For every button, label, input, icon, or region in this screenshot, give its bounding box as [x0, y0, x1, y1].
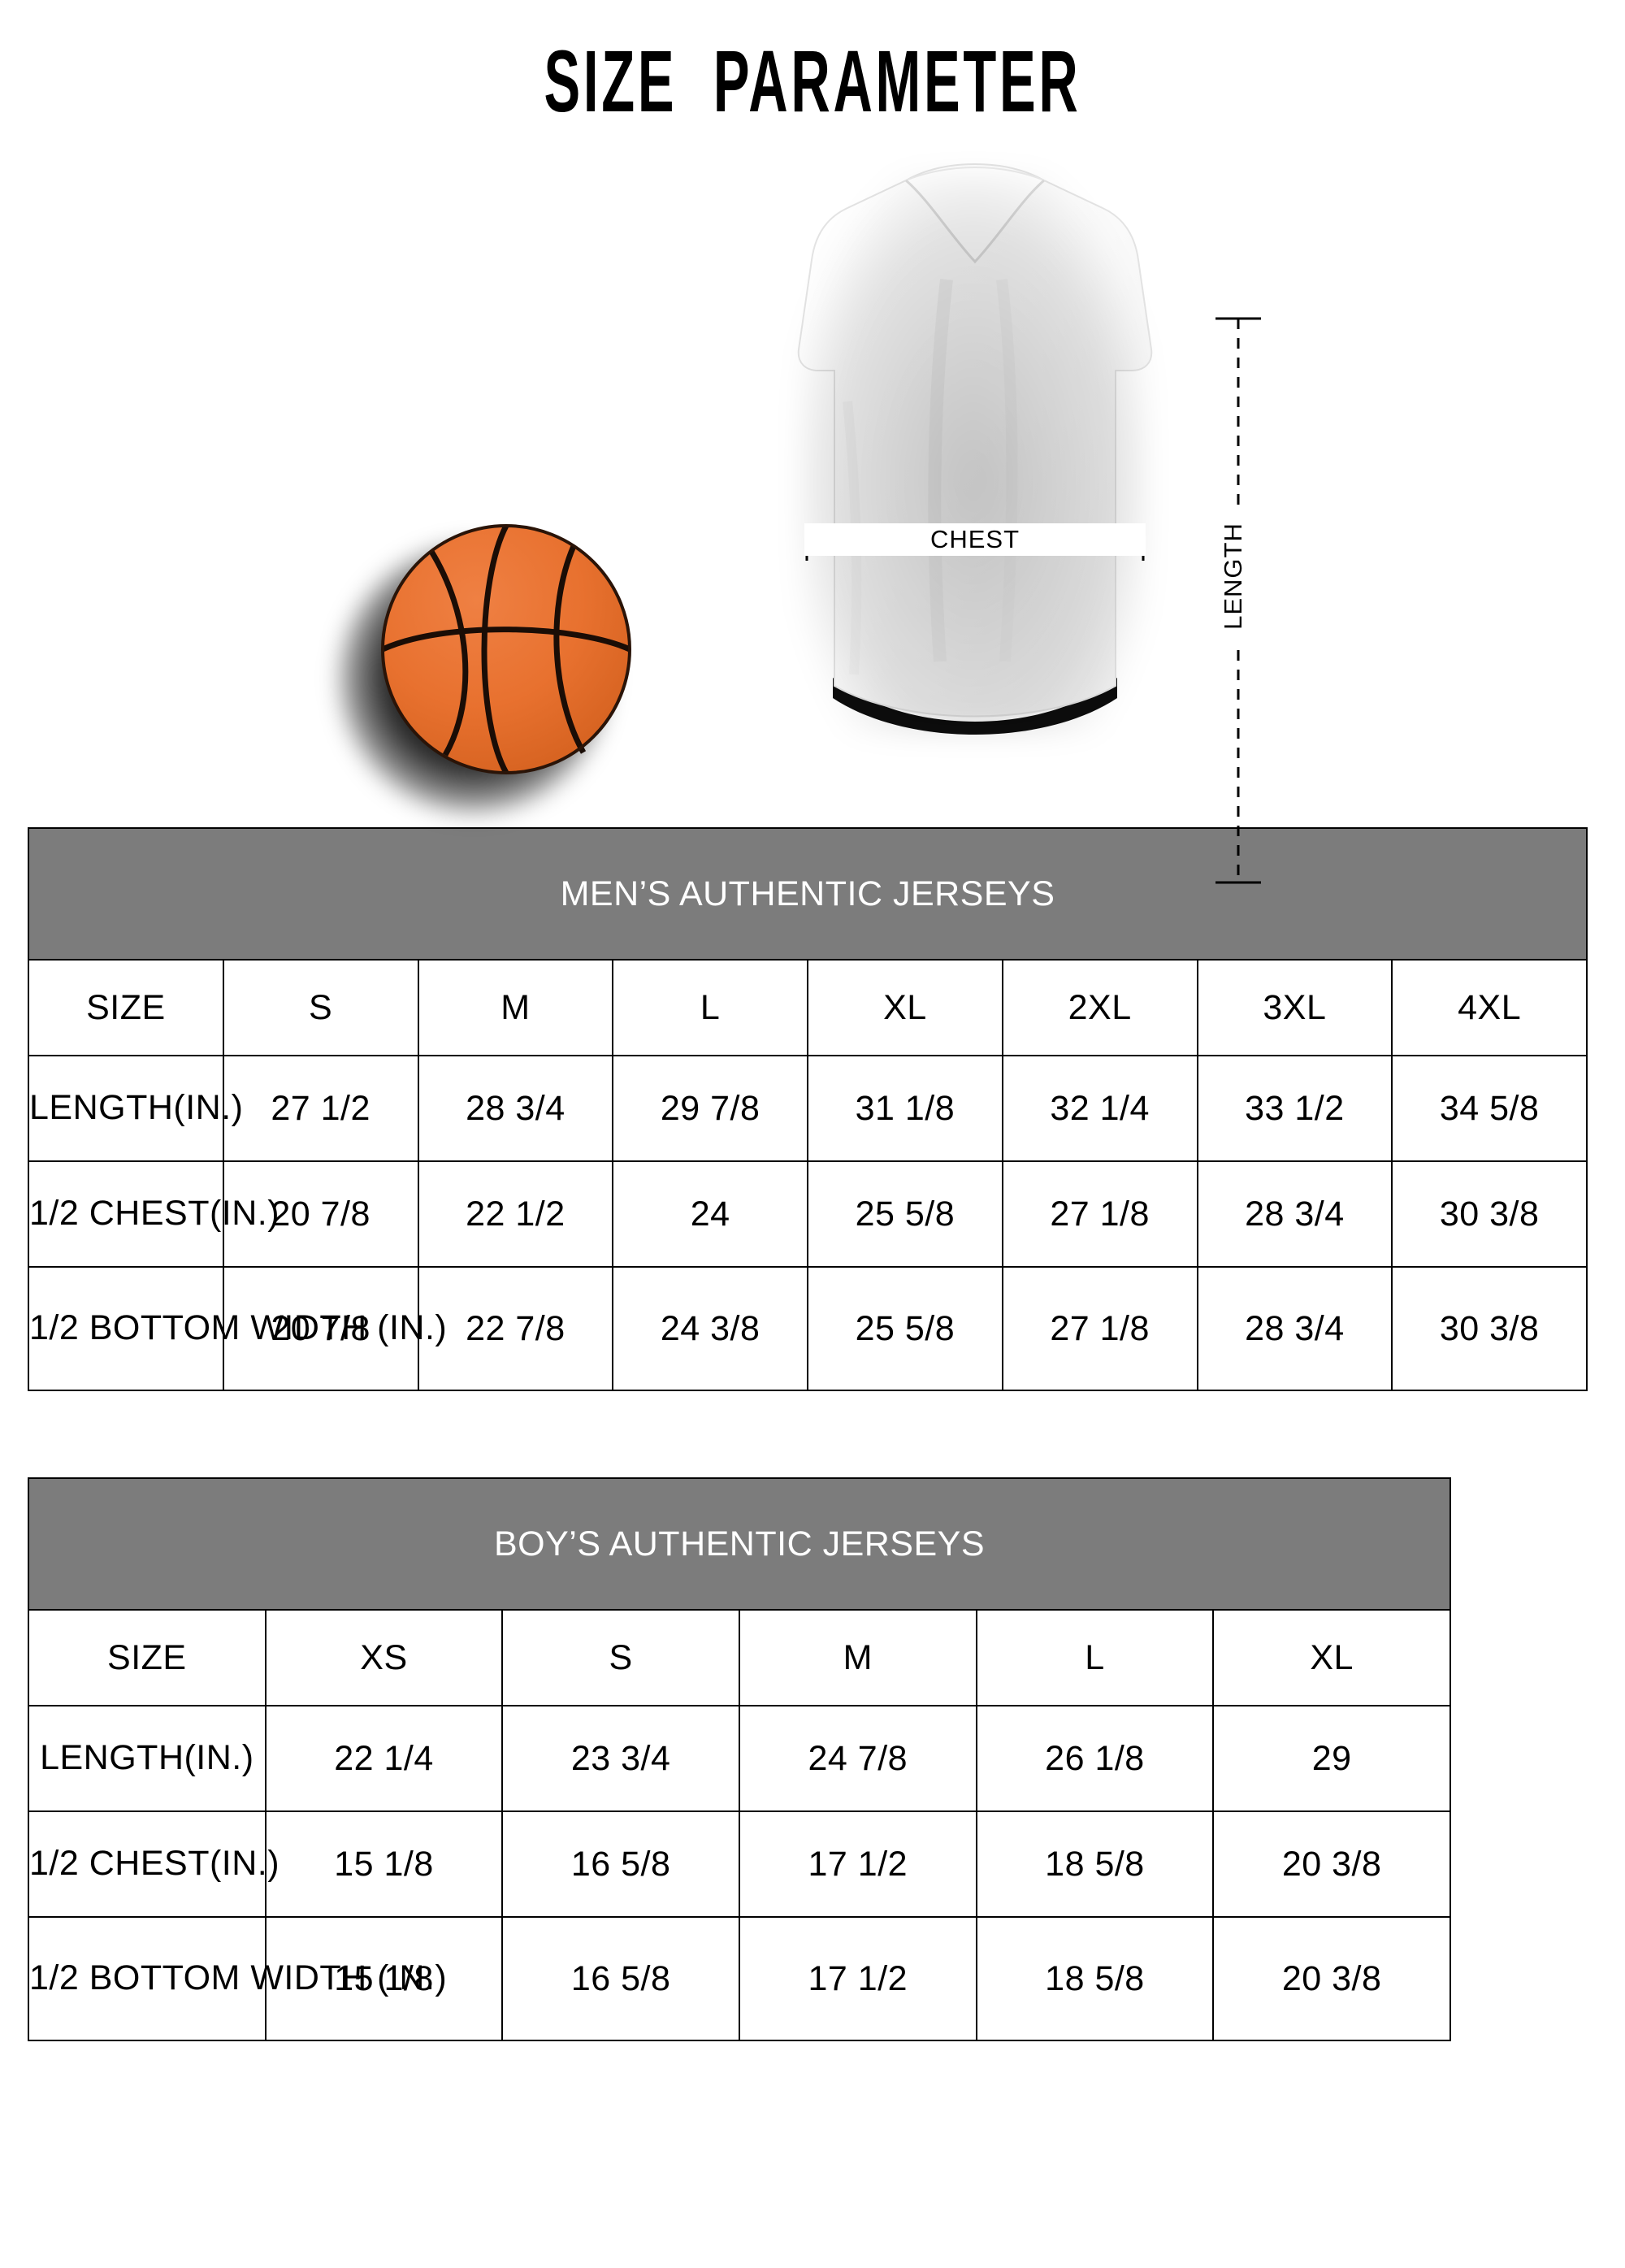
boys-cell-1-1: 16 5/8: [501, 1810, 740, 1918]
mens-cell-0-1: 28 3/4: [417, 1055, 614, 1162]
boys-cell-0-2: 24 7/8: [738, 1705, 977, 1812]
mens-header-cell-7: 4XL: [1391, 959, 1588, 1056]
mens-table-banner: MEN’S AUTHENTIC JERSEYS: [28, 827, 1588, 961]
mens-cell-2-4: 27 1/8: [1001, 1266, 1198, 1391]
table-row: 1/2 CHEST(IN.) 15 1/8 16 5/8 17 1/2 18 5…: [28, 1810, 1451, 1918]
boys-row-label-0: LENGTH(IN.): [28, 1705, 266, 1812]
mens-cell-0-6: 34 5/8: [1391, 1055, 1588, 1162]
boys-header-cell-4: L: [975, 1609, 1215, 1706]
mens-header-cell-4: XL: [807, 959, 1003, 1056]
chest-dimension: CHEST: [804, 523, 1146, 564]
jersey-shadow: [799, 172, 1148, 733]
mens-cell-2-1: 22 7/8: [417, 1266, 614, 1391]
boys-row-label-2: 1/2 BOTTOM WIDTH (IN.): [28, 1916, 447, 2041]
mens-table-banner-row: MEN’S AUTHENTIC JERSEYS: [28, 827, 1588, 961]
mens-cell-2-5: 28 3/4: [1196, 1266, 1393, 1391]
boys-table-banner-row: BOY’S AUTHENTIC JERSEYS: [28, 1477, 1451, 1611]
illustration-area: CHEST LENGTH: [0, 141, 1625, 884]
boys-size-table: BOY’S AUTHENTIC JERSEYS SIZE XS S M L XL…: [28, 1477, 1451, 2041]
mens-cell-2-2: 24 3/8: [612, 1266, 808, 1391]
boys-cell-0-0: 22 1/4: [264, 1705, 504, 1812]
mens-cell-1-5: 28 3/4: [1196, 1160, 1393, 1268]
boys-header-cell-0: SIZE: [28, 1609, 266, 1706]
table-row: 1/2 CHEST(IN.) 20 7/8 22 1/2 24 25 5/8 2…: [28, 1160, 1588, 1268]
boys-cell-1-4: 20 3/8: [1212, 1810, 1451, 1918]
boys-table-banner: BOY’S AUTHENTIC JERSEYS: [28, 1477, 1451, 1611]
mens-header-cell-3: L: [612, 959, 808, 1056]
mens-row-label-2: 1/2 BOTTOM WIDTH (IN.): [28, 1266, 447, 1391]
mens-cell-0-2: 29 7/8: [612, 1055, 808, 1162]
mens-cell-1-4: 27 1/8: [1001, 1160, 1198, 1268]
chest-label: CHEST: [804, 523, 1146, 556]
boys-cell-0-4: 29: [1212, 1705, 1451, 1812]
page-title: SIZE PARAMETER: [544, 32, 1081, 130]
mens-row-label-1: 1/2 CHEST(IN.): [28, 1160, 280, 1268]
mens-cell-1-0: 20 7/8: [222, 1160, 419, 1268]
boys-cell-2-4: 20 3/8: [1212, 1916, 1451, 2041]
boys-cell-1-2: 17 1/2: [738, 1810, 977, 1918]
jersey-illustration: [784, 158, 1166, 743]
mens-cell-0-5: 33 1/2: [1196, 1055, 1393, 1162]
boys-cell-1-0: 15 1/8: [264, 1810, 504, 1918]
length-label: LENGTH: [1217, 507, 1250, 645]
mens-size-table: MEN’S AUTHENTIC JERSEYS SIZE S M L XL 2X…: [28, 827, 1588, 1391]
table-row: 1/2 BOTTOM WIDTH (IN.) 15 1/8 16 5/8 17 …: [28, 1916, 1451, 2041]
mens-cell-1-3: 25 5/8: [807, 1160, 1003, 1268]
mens-row-label-0: LENGTH(IN.): [28, 1055, 243, 1162]
length-dimension: LENGTH: [1201, 316, 1266, 885]
mens-header-cell-0: SIZE: [28, 959, 224, 1056]
basketball-jersey-icon: [797, 163, 1153, 735]
mens-cell-1-2: 24: [612, 1160, 808, 1268]
boys-cell-2-0: 15 1/8: [264, 1916, 504, 2041]
boys-row-label-1: 1/2 CHEST(IN.): [28, 1810, 280, 1918]
mens-header-cell-6: 3XL: [1196, 959, 1393, 1056]
mens-header-cell-5: 2XL: [1001, 959, 1198, 1056]
table-row: LENGTH(IN.) 22 1/4 23 3/4 24 7/8 26 1/8 …: [28, 1705, 1451, 1812]
boys-header-row: SIZE XS S M L XL: [28, 1609, 1451, 1706]
mens-cell-0-3: 31 1/8: [807, 1055, 1003, 1162]
boys-cell-0-3: 26 1/8: [975, 1705, 1215, 1812]
basketball-illustration: [333, 515, 658, 840]
mens-header-row: SIZE S M L XL 2XL 3XL 4XL: [28, 959, 1588, 1056]
boys-header-cell-2: S: [501, 1609, 740, 1706]
boys-cell-2-2: 17 1/2: [738, 1916, 977, 2041]
mens-cell-2-3: 25 5/8: [807, 1266, 1003, 1391]
boys-header-cell-5: XL: [1212, 1609, 1451, 1706]
mens-cell-0-0: 27 1/2: [222, 1055, 419, 1162]
boys-cell-2-1: 16 5/8: [501, 1916, 740, 2041]
boys-header-cell-3: M: [738, 1609, 977, 1706]
mens-cell-1-1: 22 1/2: [417, 1160, 614, 1268]
boys-cell-1-3: 18 5/8: [975, 1810, 1215, 1918]
mens-cell-0-4: 32 1/4: [1001, 1055, 1198, 1162]
boys-cell-0-1: 23 3/4: [501, 1705, 740, 1812]
table-row: LENGTH(IN.) 27 1/2 28 3/4 29 7/8 31 1/8 …: [28, 1055, 1588, 1162]
boys-cell-2-3: 18 5/8: [975, 1916, 1215, 2041]
boys-header-cell-1: XS: [264, 1609, 504, 1706]
mens-header-cell-2: M: [417, 959, 614, 1056]
table-row: 1/2 BOTTOM WIDTH (IN.) 20 7/8 22 7/8 24 …: [28, 1266, 1588, 1391]
basketball-icon: [381, 524, 631, 774]
mens-cell-2-6: 30 3/8: [1391, 1266, 1588, 1391]
mens-cell-2-0: 20 7/8: [222, 1266, 419, 1391]
mens-header-cell-1: S: [222, 959, 419, 1056]
mens-cell-1-6: 30 3/8: [1391, 1160, 1588, 1268]
